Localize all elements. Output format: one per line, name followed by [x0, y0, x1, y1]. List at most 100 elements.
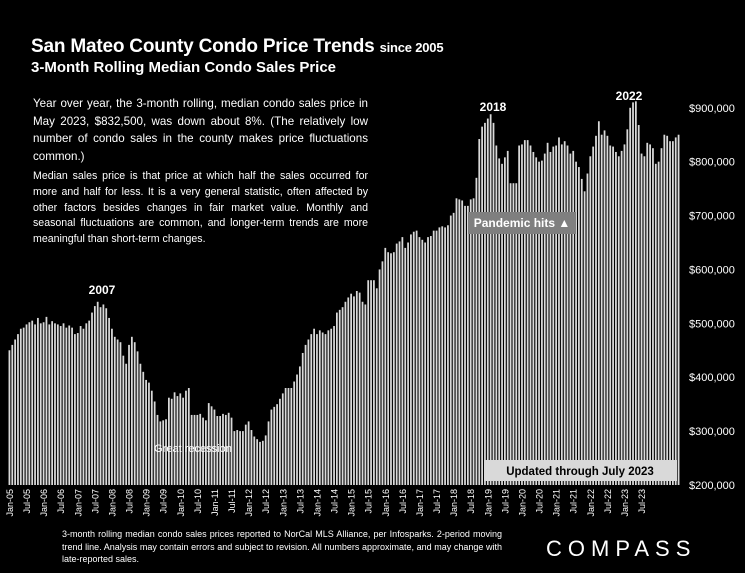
bar — [526, 140, 529, 486]
bar — [173, 392, 176, 485]
x-tick-label: Jan-16 — [381, 489, 391, 517]
bar — [187, 388, 190, 485]
bar — [338, 309, 341, 485]
x-tick-label: Jul-20 — [535, 489, 545, 514]
x-tick-label: Jul-08 — [125, 489, 135, 514]
bar — [304, 344, 307, 485]
bar — [199, 413, 202, 485]
bar — [632, 102, 634, 485]
bar — [270, 409, 273, 485]
bar — [546, 142, 549, 485]
bar — [375, 288, 378, 485]
bar — [634, 101, 637, 485]
bar — [637, 125, 640, 486]
bar — [259, 441, 261, 485]
source-footnote: 3-month rolling median condo sales price… — [62, 529, 502, 564]
x-tick-label: Jul-15 — [364, 489, 374, 514]
bar — [558, 137, 560, 486]
bar — [105, 308, 108, 485]
bar — [412, 231, 415, 485]
summary-note: Year over year, the 3-month rolling, med… — [33, 97, 368, 163]
bar — [71, 327, 73, 485]
x-axis-ticks: Jan-05 Jul-05 Jan-06 Jul-06 Jan-07 Jul-07 Jan-… — [5, 489, 647, 517]
bar — [552, 146, 555, 485]
bar — [672, 141, 674, 485]
bar — [603, 130, 606, 485]
bar — [646, 142, 649, 485]
bar — [96, 301, 99, 485]
bar — [407, 242, 409, 485]
bar — [669, 141, 671, 485]
bar — [279, 398, 281, 485]
bar — [677, 134, 680, 485]
bar — [589, 156, 592, 485]
y-tick-label: $800,000 — [689, 157, 735, 169]
bar — [122, 355, 125, 485]
bar — [111, 328, 113, 485]
x-tick-label: Jan-15 — [347, 489, 357, 517]
bar — [22, 327, 25, 485]
bar — [119, 342, 122, 485]
bar — [449, 215, 452, 485]
bar — [358, 292, 361, 485]
bar — [418, 237, 421, 485]
bar — [390, 253, 392, 485]
bar — [28, 322, 31, 485]
bar — [142, 371, 145, 485]
bar — [532, 151, 535, 485]
bar — [165, 419, 167, 485]
bar — [185, 390, 187, 485]
x-tick-label: Jul-05 — [22, 489, 32, 514]
bar — [464, 205, 466, 486]
great-recession-annotation: Great recession — [154, 443, 232, 455]
bar — [244, 424, 247, 485]
bar — [401, 237, 404, 485]
bar — [492, 122, 495, 486]
y-tick-label: $500,000 — [689, 318, 735, 330]
bar — [293, 381, 296, 485]
bar — [649, 144, 651, 486]
bar — [344, 301, 347, 485]
x-tick-label: Jul-23 — [637, 489, 647, 514]
bar — [216, 416, 219, 485]
bar — [350, 293, 353, 485]
x-tick-label: Jan-08 — [107, 489, 117, 517]
bar — [495, 145, 498, 485]
bar — [626, 129, 629, 485]
bar — [85, 323, 88, 485]
bar — [190, 414, 193, 485]
bar — [529, 145, 532, 485]
chart-title: San Mateo County Condo Price Trends sinc… — [31, 36, 444, 58]
bar — [162, 420, 165, 485]
bar — [381, 261, 384, 485]
x-tick-label: Jan-18 — [449, 489, 459, 517]
x-tick-label: Jul-17 — [432, 489, 442, 514]
x-tick-label: Jul-09 — [159, 489, 169, 514]
bar — [307, 339, 310, 485]
bar — [276, 404, 278, 485]
bar — [466, 205, 469, 486]
bar — [176, 396, 179, 485]
bar — [45, 316, 48, 485]
bar — [404, 247, 407, 485]
bar — [583, 191, 586, 485]
bar — [512, 183, 515, 485]
bar — [227, 412, 230, 485]
bar — [398, 241, 401, 485]
compass-logo: COMPASS — [546, 536, 697, 561]
bar — [569, 153, 572, 485]
bar — [432, 230, 435, 485]
bar — [8, 350, 11, 485]
bar — [42, 322, 45, 485]
x-tick-label: Jan-14 — [312, 489, 322, 517]
bar — [455, 198, 458, 485]
bar — [301, 352, 304, 485]
bar — [461, 200, 464, 485]
x-tick-label: Jan-22 — [586, 489, 596, 517]
y-tick-label: $700,000 — [689, 211, 735, 223]
bar — [489, 114, 492, 486]
x-tick-label: Jan-23 — [620, 489, 630, 517]
bar — [458, 199, 461, 485]
x-tick-label: Jul-10 — [193, 489, 203, 514]
bar — [657, 161, 660, 486]
